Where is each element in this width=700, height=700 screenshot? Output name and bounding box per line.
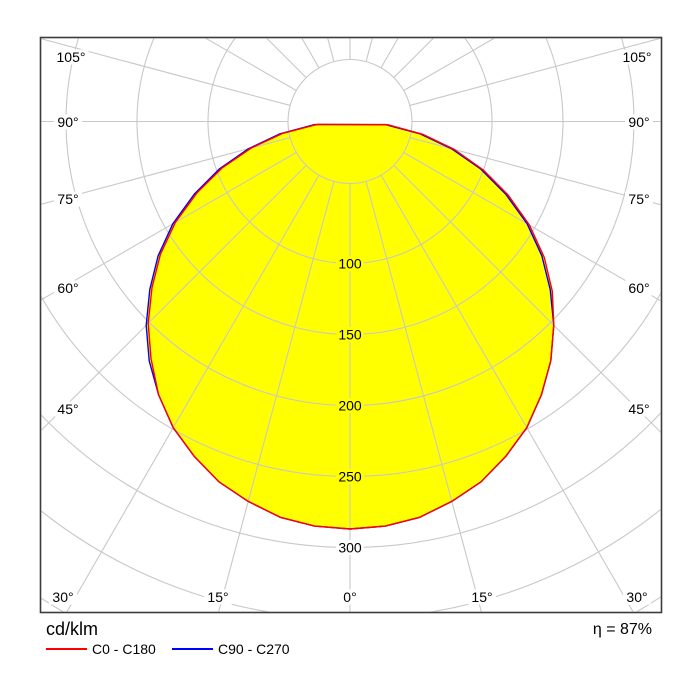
radial-tick-label-bg: [336, 256, 364, 271]
angle-label-right: 45°: [628, 401, 649, 417]
angle-grid-line: [393, 164, 661, 433]
angle-label-right-bg: [625, 280, 653, 296]
legend-line-red: [46, 648, 87, 650]
angle-grid-line: [41, 152, 297, 301]
angle-label-left: 90°: [57, 114, 78, 130]
angle-grid-line: [41, 38, 291, 106]
angle-grid-line: [409, 137, 661, 206]
angle-label-bottom-bg: [339, 589, 361, 605]
units-label: cd/klm: [46, 619, 99, 639]
legend-item-c90-c270: C90 - C270: [172, 641, 302, 657]
radial-tick-label: 200: [338, 398, 362, 414]
angle-grid-line: [365, 181, 482, 612]
angle-label-left: 45°: [57, 401, 78, 417]
angle-label-bottom: 0°: [343, 589, 356, 605]
legend-label-c0-c180: C0 - C180: [92, 641, 156, 657]
angle-label-right: 75°: [628, 191, 649, 207]
angle-label-left-bg: [54, 191, 82, 207]
legend-label-c90-c270: C90 - C270: [218, 641, 290, 657]
angle-label-right: 60°: [628, 280, 649, 296]
angle-label-bottom: 15°: [471, 589, 492, 605]
angle-label-right: 90°: [628, 114, 649, 130]
angle-label-right-bg: [625, 191, 653, 207]
radial-tick-label-bg: [336, 398, 364, 413]
angle-label-left-bg: [54, 114, 82, 130]
angle-label-bottom: 30°: [626, 589, 647, 605]
angle-grid-line: [403, 152, 661, 302]
radial-tick-labels: 100 150 200 250 300: [336, 256, 364, 556]
angle-label-left: 105°: [57, 49, 86, 65]
efficiency-value: η = 87%: [592, 621, 652, 638]
angle-grid-line: [380, 174, 634, 612]
angle-label-right-bg: [619, 49, 655, 65]
angle-label-bottom-bg: [623, 589, 651, 605]
angle-grid-line: [409, 38, 661, 106]
radial-tick-label: 300: [338, 540, 362, 556]
angle-label-left-bg: [54, 401, 82, 417]
radial-tick-label-bg: [336, 540, 364, 555]
radial-tick-label: 150: [338, 327, 362, 343]
angle-label-right-bg: [625, 401, 653, 417]
angle-grid-line: [41, 164, 307, 431]
radial-tick-label-bg: [336, 469, 364, 484]
angle-grid-line: [66, 174, 320, 612]
angle-label-bottom: 30°: [52, 589, 73, 605]
angle-grid-line: [41, 137, 291, 205]
angle-labels: 105° 105° 90° 90° 75° 75° 60° 60° 45° 45° 30° 15° 0°…: [49, 49, 655, 605]
legend-line-blue: [172, 648, 213, 650]
angle-label-bottom: 15°: [207, 589, 228, 605]
angle-grid-line: [218, 181, 335, 612]
radial-tick-label: 250: [338, 469, 362, 485]
angle-label-left-bg: [54, 280, 82, 296]
angle-label-bottom-bg: [204, 589, 232, 605]
curve-c0-c180: [147, 123, 555, 530]
angle-label-right-bg: [625, 114, 653, 130]
angle-label-left: 75°: [57, 191, 78, 207]
angle-label-right: 105°: [623, 49, 652, 65]
radial-tick-label: 100: [338, 256, 362, 272]
legend-item-c0-c180: C0 - C180: [46, 641, 172, 657]
angle-label-bottom-bg: [49, 589, 77, 605]
angle-label-left-bg: [53, 49, 89, 65]
radial-tick-label-bg: [336, 327, 364, 342]
angle-label-left: 60°: [57, 280, 78, 296]
angle-label-bottom-bg: [468, 589, 496, 605]
